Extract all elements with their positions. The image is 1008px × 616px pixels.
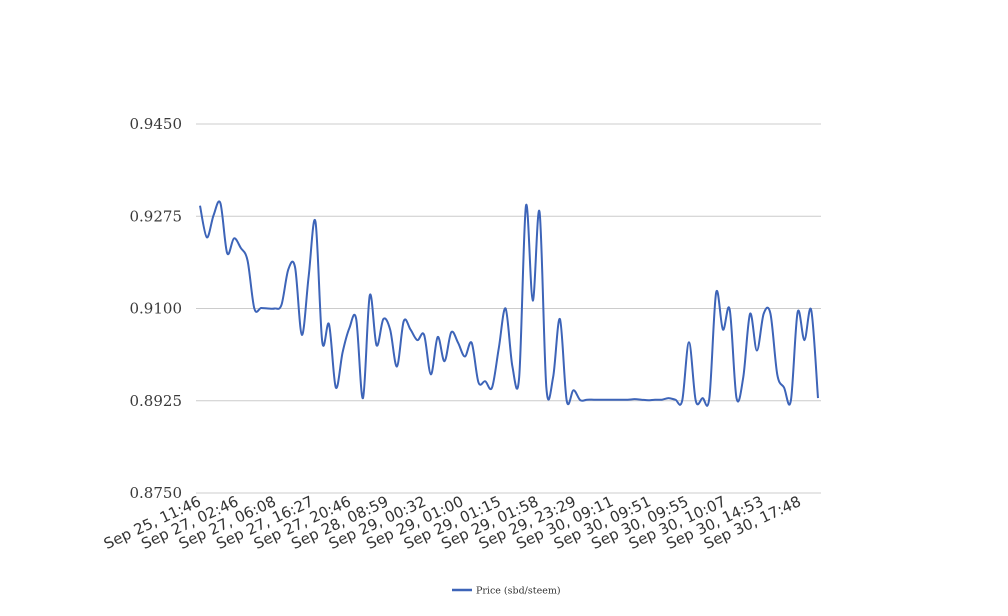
y-axis-tick-labels: 0.9450 0.9275 0.9100 0.8925 0.8750 — [130, 115, 183, 502]
legend: Price (sbd/steem) — [452, 586, 561, 597]
gridlines — [196, 123, 821, 494]
series-layer — [199, 200, 819, 407]
y-tick-label: 0.9275 — [130, 207, 183, 225]
y-tick-label: 0.8925 — [130, 392, 183, 410]
series-line-price — [199, 200, 819, 407]
y-tick-label: 0.9100 — [130, 300, 183, 318]
legend-label: Price (sbd/steem) — [476, 586, 561, 597]
y-tick-label: 0.8750 — [130, 484, 183, 502]
y-tick-label: 0.9450 — [130, 115, 183, 133]
